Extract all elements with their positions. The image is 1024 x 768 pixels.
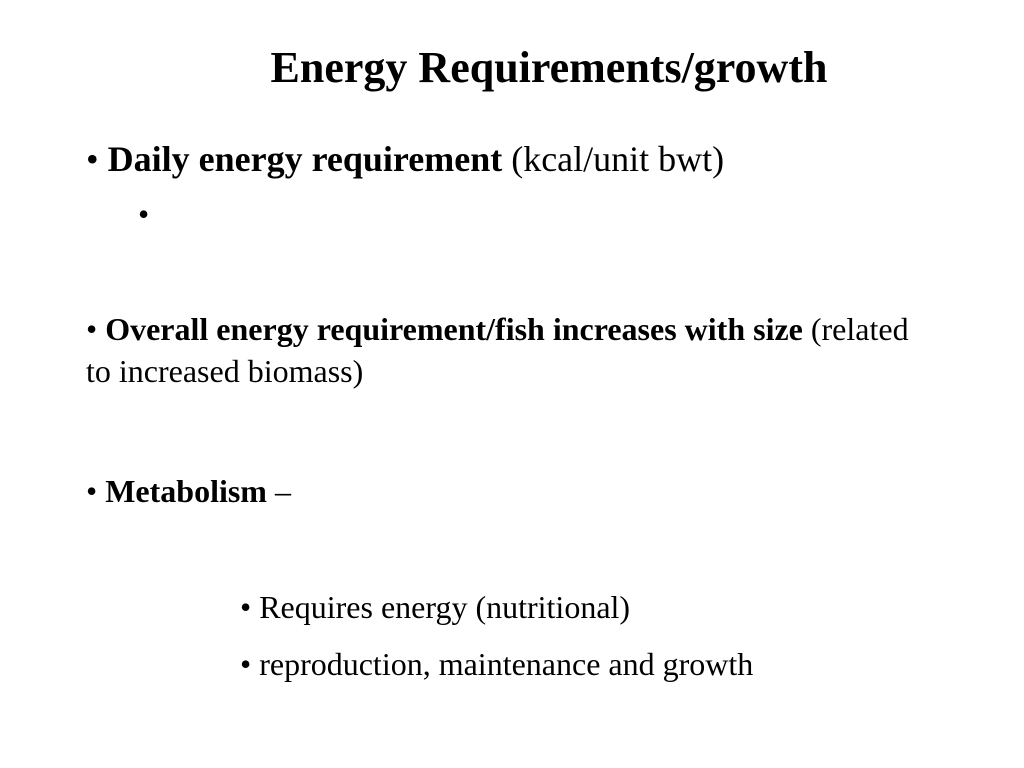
bullet-plain-text: reproduction, maintenance and growth <box>259 646 754 682</box>
bullet-overall-energy: • Overall energy requirement/fish increa… <box>86 308 926 392</box>
sub-bullet-reproduction: • reproduction, maintenance and growth <box>240 643 753 685</box>
bullet-marker: • <box>86 139 99 179</box>
bullet-bold-text: Daily energy requirement <box>107 139 503 179</box>
bullet-marker: • <box>86 473 98 509</box>
bullet-plain-text: (related to increased biomass) <box>86 311 909 389</box>
bullet-bold-text: Overall energy requirement/fish increase… <box>105 311 803 347</box>
bullet-marker: • <box>86 311 98 347</box>
bullet-marker: • <box>138 196 150 232</box>
bullet-metabolism: • Metabolism – <box>86 470 291 512</box>
bullet-bold-text: Metabolism <box>105 473 267 509</box>
bullet-marker: • <box>240 589 252 625</box>
bullet-plain-text: (kcal/unit bwt) <box>502 139 725 179</box>
bullet-marker: • <box>240 646 252 682</box>
slide-title: Energy Requirements/growth <box>270 43 828 92</box>
bullet-empty-sub: • <box>138 196 149 232</box>
bullet-plain-text: – <box>266 473 291 509</box>
bullet-daily-energy: • Daily energy requirement (kcal/unit bw… <box>86 136 724 182</box>
sub-bullet-requires-energy: • Requires energy (nutritional) <box>240 586 630 628</box>
bullet-plain-text: Requires energy (nutritional) <box>259 589 631 625</box>
